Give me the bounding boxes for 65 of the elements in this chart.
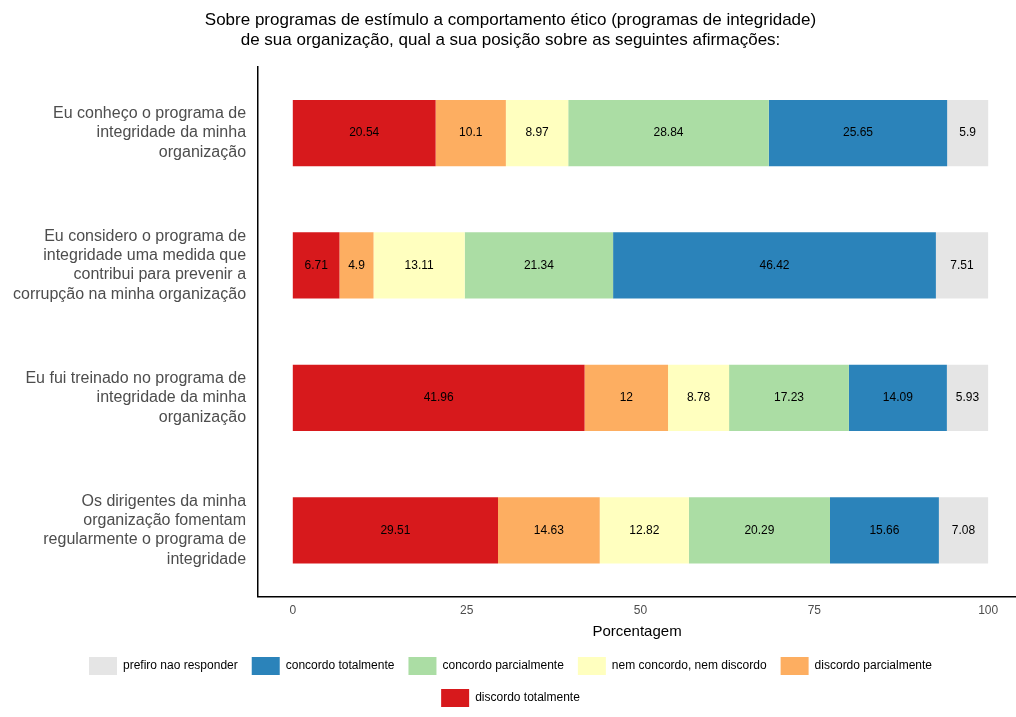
data-label: 7.51 <box>950 257 975 272</box>
y-tick-label: Eu conheço o programa de integridade da minha organização <box>53 104 247 160</box>
x-tick-label: 100 <box>978 603 999 618</box>
legend-label: discordo parcialmente <box>814 658 933 673</box>
data-label: 7.08 <box>951 522 976 537</box>
legend-label: prefiro nao responder <box>123 658 238 673</box>
bar <box>292 364 585 432</box>
x-axis-title: Porcentagem <box>592 622 682 640</box>
bar <box>373 232 465 299</box>
data-label: 14.09 <box>882 390 914 405</box>
bar <box>688 497 830 564</box>
legend-label: discordo totalmente <box>475 690 581 705</box>
bar <box>498 497 600 564</box>
bar <box>435 99 506 167</box>
bar <box>829 497 939 564</box>
x-tick-label: 25 <box>459 603 474 618</box>
bar <box>768 99 948 167</box>
data-label: 10.1 <box>459 125 483 140</box>
bar <box>505 99 569 167</box>
legend-label: concordo totalmente <box>285 658 395 673</box>
bar <box>935 232 989 299</box>
data-label: 12 <box>619 390 634 405</box>
data-label: 20.29 <box>744 522 775 537</box>
data-label: 17.23 <box>773 390 805 405</box>
data-label: 15.66 <box>869 522 900 537</box>
bar <box>292 497 499 564</box>
chart-title: Sobre programas de estímulo a comportamento ético (programas de integridade) de sua organização, qual a sua posição sobre as seguintes afirmações: <box>204 9 817 50</box>
bar <box>848 364 947 432</box>
data-label: 5.9 <box>959 125 977 140</box>
data-label: 13.11 <box>404 257 435 272</box>
y-tick-label: Eu considero o programa de integridade uma medida que contribui para prevenir a corrupção na minha organização <box>13 227 247 302</box>
bar <box>613 232 936 299</box>
bar <box>946 364 989 432</box>
x-tick-label: 50 <box>633 603 648 618</box>
bar <box>292 99 436 167</box>
bar <box>938 497 989 564</box>
data-label: 46.42 <box>759 257 790 272</box>
bar <box>599 497 689 564</box>
bar <box>568 99 769 167</box>
y-tick-label: Eu fui treinado no programa de integridade da minha organização <box>25 369 247 425</box>
data-label: 14.63 <box>533 522 565 537</box>
data-label: 5.93 <box>955 390 980 405</box>
data-label: 28.84 <box>653 125 684 140</box>
bar <box>339 232 374 299</box>
data-label: 6.71 <box>304 257 329 272</box>
bar <box>729 364 849 432</box>
bar <box>668 364 730 432</box>
data-label: 25.65 <box>842 125 874 140</box>
data-label: 41.96 <box>423 390 455 405</box>
bar <box>464 232 614 299</box>
data-label: 29.51 <box>380 522 411 537</box>
data-label: 21.34 <box>523 257 555 272</box>
y-tick-label: Os dirigentes da minha organização fomentam regularmente o programa de integridade <box>43 491 247 567</box>
bar <box>584 364 669 432</box>
data-label: 12.82 <box>629 522 660 537</box>
x-tick-label: 0 <box>289 603 297 618</box>
data-label: 4.9 <box>348 257 366 272</box>
data-label: 20.54 <box>349 125 380 140</box>
legend-label: concordo parcialmente <box>442 658 565 673</box>
legend-label: nem concordo, nem discordo <box>611 658 767 673</box>
bar <box>292 232 340 299</box>
bar <box>947 99 989 167</box>
data-label: 8.97 <box>525 125 550 140</box>
x-tick-label: 75 <box>807 603 822 618</box>
data-label: 8.78 <box>686 390 711 405</box>
